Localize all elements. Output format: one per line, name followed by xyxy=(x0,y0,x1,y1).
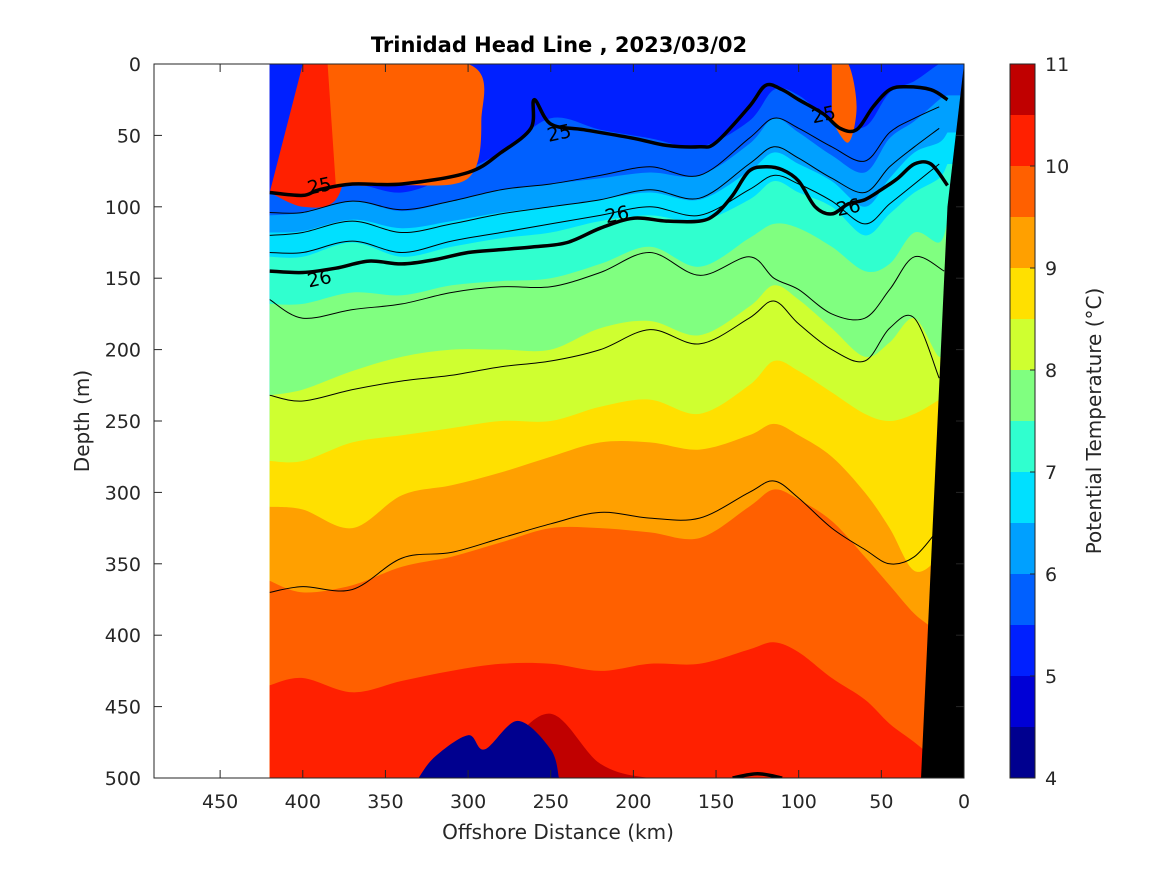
thin-density-contour xyxy=(269,106,940,214)
contour-label: 25 xyxy=(305,173,333,200)
y-tick-label: 50 xyxy=(117,125,141,147)
y-tick-label: 300 xyxy=(105,482,141,504)
density-contour-26 xyxy=(269,160,949,275)
thin-density-contour xyxy=(269,251,945,321)
colorbar-swatch xyxy=(1010,574,1035,625)
thin-density-contour xyxy=(269,300,940,402)
labeled-density-contours xyxy=(269,82,949,778)
colorbar-swatch xyxy=(1010,115,1035,166)
contour-labels: 25 25 25 26 26 26 xyxy=(305,102,862,293)
y-tick-label: 350 xyxy=(105,554,141,576)
colorbar-label: Potential Temperature (°C) xyxy=(1082,288,1106,555)
colorbar: 4 5 6 7 8 9 10 11 xyxy=(1009,54,1069,790)
colorbar-swatch xyxy=(1010,370,1035,421)
x-axis-label: Offshore Distance (km) xyxy=(442,820,674,844)
colorbar-tick-label: 4 xyxy=(1045,768,1057,790)
y-axis-ticks: 0 50 100 150 200 250 300 350 400 450 500 xyxy=(105,54,964,790)
temperature-patch xyxy=(831,64,857,143)
temperature-patch xyxy=(327,64,485,186)
x-tick-label: 450 xyxy=(202,791,238,813)
contour-label: 26 xyxy=(603,202,631,229)
density-contour-unlabeled xyxy=(732,771,783,778)
thin-density-contour xyxy=(269,127,940,236)
density-contour-25 xyxy=(269,82,949,198)
colorbar-swatch xyxy=(1010,472,1035,523)
colorbar-tick-label: 11 xyxy=(1045,54,1069,76)
y-tick-label: 0 xyxy=(129,54,141,76)
y-tick-label: 500 xyxy=(105,768,141,790)
colorbar-swatch xyxy=(1010,727,1035,778)
colorbar-swatch xyxy=(1010,676,1035,727)
bathymetry-wedge xyxy=(921,64,964,778)
bathymetry xyxy=(921,64,964,778)
colorbar-swatch xyxy=(1010,268,1035,319)
chart-title: Trinidad Head Line , 2023/03/02 xyxy=(371,33,747,57)
y-tick-label: 250 xyxy=(105,411,141,433)
y-axis-label: Depth (m) xyxy=(70,370,94,472)
x-tick-label: 400 xyxy=(285,791,321,813)
colorbar-swatch xyxy=(1010,166,1035,217)
x-axis-ticks: 450 400 350 300 250 200 150 100 50 0 xyxy=(202,64,970,813)
colorbar-swatch xyxy=(1010,64,1035,115)
contour-label: 25 xyxy=(545,120,573,147)
colorbar-tick-label: 6 xyxy=(1045,564,1057,586)
y-tick-label: 200 xyxy=(105,340,141,362)
y-tick-label: 100 xyxy=(105,197,141,219)
colorbar-tick-label: 9 xyxy=(1045,258,1057,280)
colorbar-tick-label: 5 xyxy=(1045,666,1057,688)
x-tick-label: 100 xyxy=(781,791,817,813)
colorbar-swatch xyxy=(1010,421,1035,472)
contour-label: 26 xyxy=(834,195,862,222)
temperature-patch xyxy=(418,720,559,778)
y-tick-label: 150 xyxy=(105,268,141,290)
y-tick-label: 400 xyxy=(105,625,141,647)
colorbar-swatch xyxy=(1010,319,1035,370)
colorbar-tick-label: 10 xyxy=(1045,156,1069,178)
y-tick-label: 450 xyxy=(105,697,141,719)
x-tick-label: 300 xyxy=(450,791,486,813)
colorbar-swatch xyxy=(1010,625,1035,676)
colorbar-frame xyxy=(1009,63,1036,779)
thin-density-contours xyxy=(269,106,945,593)
colorbar-swatch xyxy=(1010,523,1035,574)
colorbar-tick-label: 8 xyxy=(1045,360,1057,382)
contour-label: 26 xyxy=(305,266,333,293)
temperature-field xyxy=(269,64,964,778)
thin-density-contour xyxy=(269,480,940,593)
x-tick-label: 250 xyxy=(533,791,569,813)
colorbar-tick-label: 7 xyxy=(1045,462,1057,484)
x-tick-label: 50 xyxy=(869,791,893,813)
colorbar-swatch xyxy=(1010,217,1035,268)
x-tick-label: 350 xyxy=(367,791,403,813)
x-tick-label: 150 xyxy=(698,791,734,813)
thin-density-contour xyxy=(269,163,940,254)
x-tick-label: 0 xyxy=(958,791,970,813)
contour-label: 25 xyxy=(810,102,838,129)
temperature-band xyxy=(269,642,964,778)
x-tick-label: 200 xyxy=(615,791,651,813)
